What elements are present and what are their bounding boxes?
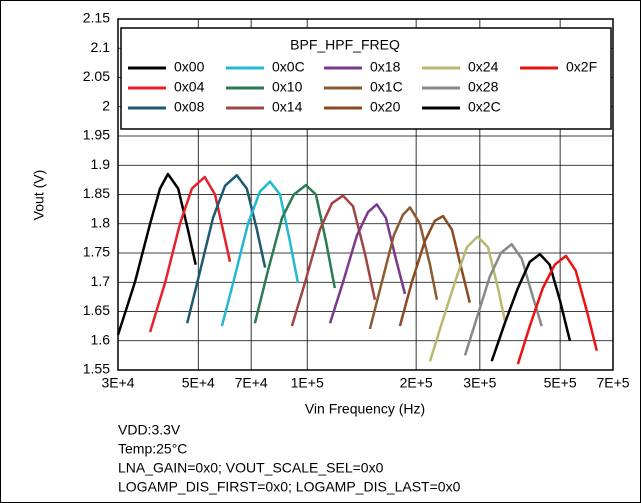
- y-tick-label: 1.6: [91, 331, 111, 347]
- y-tick-label: 1.85: [83, 185, 110, 201]
- series-line: [253, 183, 337, 324]
- y-tick-label: 1.55: [83, 361, 110, 377]
- x-axis-label: Vin Frequency (Hz): [305, 401, 425, 417]
- x-tick-label: 2E+5: [400, 375, 433, 391]
- legend-label: 0x08: [174, 99, 205, 115]
- legend-label: 0x20: [370, 99, 401, 115]
- y-tick-label: 2.05: [83, 68, 110, 84]
- series-line: [463, 242, 543, 356]
- annotation: LNA_GAIN=0x0; VOUT_SCALE_SEL=0x0: [118, 460, 384, 476]
- legend-label: 0x24: [468, 59, 499, 75]
- legend-label: 0x04: [174, 79, 205, 95]
- x-tick-label: 5E+5: [544, 375, 577, 391]
- series-line: [328, 203, 407, 324]
- y-tick-label: 1.95: [83, 127, 110, 143]
- x-tick-label: 3E+5: [463, 375, 496, 391]
- series-line: [290, 194, 377, 327]
- legend-label: 0x2C: [468, 99, 501, 115]
- plot-border: [117, 18, 614, 371]
- legend-label: 0x2F: [566, 59, 597, 75]
- x-tick-label: 3E+4: [101, 375, 134, 391]
- y-tick-label: 1.65: [83, 302, 110, 318]
- y-tick-label: 2.1: [91, 39, 111, 55]
- y-tick-label: 1.9: [91, 156, 111, 172]
- y-tick-label: 1.7: [91, 273, 111, 289]
- y-tick-label: 1.75: [83, 244, 110, 260]
- y-tick-label: 2.15: [83, 10, 110, 26]
- legend-title: BPF_HPF_FREQ: [290, 37, 400, 53]
- series-line: [185, 173, 267, 324]
- legend-label: 0x00: [174, 59, 205, 75]
- legend-label: 0x0C: [272, 59, 305, 75]
- legend-label: 0x1C: [370, 79, 403, 95]
- annotation: LOGAMP_DIS_FIRST=0x0; LOGAMP_DIS_LAST=0x…: [118, 479, 461, 495]
- y-tick-label: 2: [102, 97, 110, 113]
- y-axis-label: Vout (V): [31, 170, 47, 221]
- series-line: [220, 180, 300, 327]
- legend-label: 0x14: [272, 99, 303, 115]
- series-line: [428, 235, 507, 362]
- series-line: [116, 172, 197, 336]
- y-tick-label: 1.8: [91, 214, 111, 230]
- series-line: [368, 206, 439, 330]
- x-tick-label: 7E+5: [596, 375, 629, 391]
- annotation: VDD:3.3V: [118, 422, 181, 438]
- x-tick-label: 5E+4: [182, 375, 215, 391]
- annotation: Temp:25°C: [118, 441, 187, 457]
- series-line: [516, 254, 599, 365]
- legend-label: 0x18: [370, 59, 401, 75]
- x-tick-label: 1E+5: [291, 375, 324, 391]
- series-line: [490, 252, 572, 362]
- legend-label: 0x10: [272, 79, 303, 95]
- x-tick-label: 7E+4: [235, 375, 268, 391]
- series-line: [148, 175, 232, 333]
- legend-label: 0x28: [468, 79, 499, 95]
- legend-box: [120, 27, 612, 130]
